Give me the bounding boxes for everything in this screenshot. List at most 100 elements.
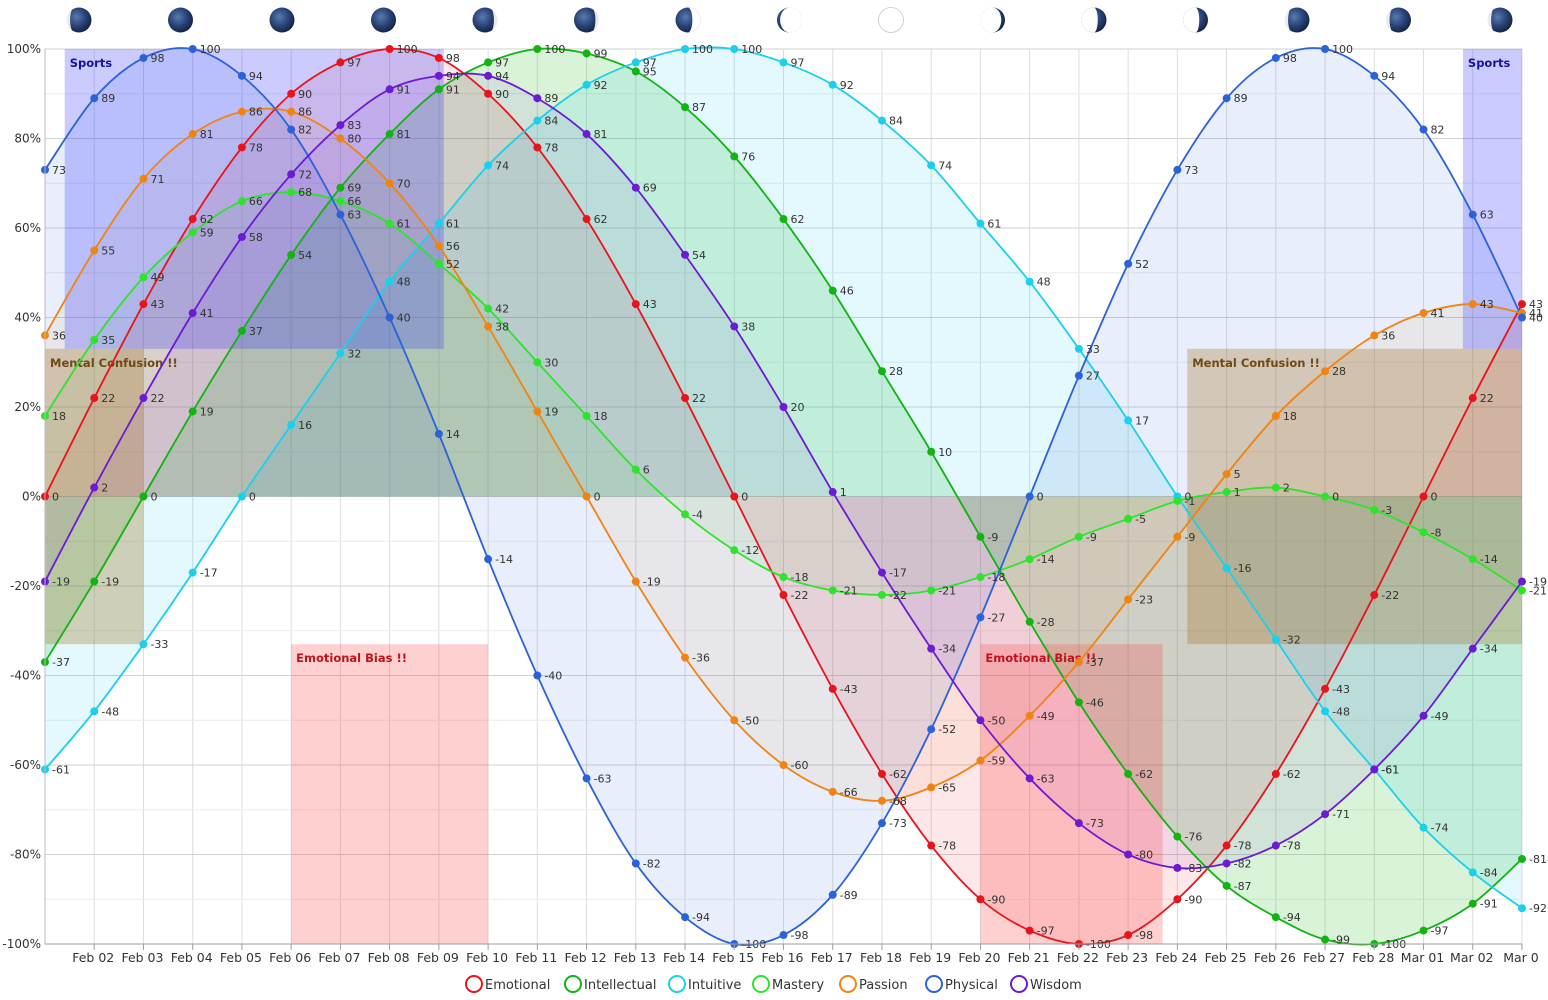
y-tick-label: 40% — [14, 311, 41, 325]
value-label: -33 — [150, 638, 168, 651]
x-tick-label: Feb 22 — [1057, 950, 1099, 965]
point-emotional — [1419, 492, 1428, 501]
value-label: 46 — [840, 285, 854, 298]
value-label: 97 — [643, 56, 657, 69]
legend-item-physical[interactable]: Physical — [925, 975, 998, 993]
zone-label: Emotional Bias !! — [985, 651, 1096, 665]
legend-item-mastery[interactable]: Mastery — [752, 975, 824, 993]
fill-intuitive — [45, 47, 1522, 909]
point-mastery — [1025, 555, 1034, 564]
value-label: 54 — [692, 249, 706, 262]
point-intellectual — [1074, 698, 1083, 707]
value-label: 82 — [298, 124, 312, 137]
point-intuitive — [1074, 344, 1083, 353]
value-label: -22 — [1381, 589, 1399, 602]
point-wisdom — [1419, 711, 1428, 720]
point-intuitive — [1468, 868, 1477, 877]
point-passion — [1173, 532, 1182, 541]
point-wisdom — [1271, 841, 1280, 850]
value-label: 32 — [347, 347, 361, 360]
point-intuitive — [681, 45, 690, 53]
value-label: 89 — [1234, 92, 1248, 105]
value-label: -37 — [52, 656, 70, 669]
point-emotional — [1468, 394, 1477, 403]
value-label: 22 — [150, 392, 164, 405]
moon-icon — [66, 7, 92, 33]
value-label: 22 — [692, 392, 706, 405]
value-label: -48 — [1332, 705, 1350, 718]
value-label: 90 — [495, 88, 509, 101]
point-passion — [828, 787, 837, 796]
point-wisdom — [582, 130, 591, 139]
value-label: -78 — [1283, 840, 1301, 853]
legend-item-intuitive[interactable]: Intuitive — [668, 975, 741, 993]
value-label: 22 — [1480, 392, 1494, 405]
moon-icon — [777, 7, 803, 33]
moon-disk — [472, 7, 498, 33]
legend-marker — [668, 975, 686, 993]
value-label: -34 — [1480, 643, 1498, 656]
point-wisdom — [631, 183, 640, 192]
y-tick-label: 20% — [14, 400, 41, 414]
x-tick-label: Feb 04 — [171, 950, 213, 965]
value-label: -3 — [1381, 504, 1392, 517]
value-label: 82 — [1431, 124, 1445, 137]
point-intellectual — [139, 492, 148, 501]
point-intellectual — [237, 326, 246, 335]
point-wisdom — [434, 71, 443, 80]
point-intuitive — [385, 277, 394, 286]
moon-disk — [574, 7, 599, 33]
point-wisdom — [976, 716, 985, 725]
value-label: -82 — [643, 857, 661, 870]
point-wisdom — [1074, 819, 1083, 828]
fill-emotional — [45, 48, 1522, 945]
value-label: 43 — [1480, 298, 1494, 311]
point-emotional — [582, 215, 591, 224]
value-label: -18 — [791, 571, 809, 584]
point-intuitive — [582, 80, 591, 89]
x-tick-label: Feb 08 — [368, 950, 410, 965]
moon-shadow — [1284, 9, 1291, 31]
point-emotional — [1321, 684, 1330, 693]
moon-shadow — [491, 9, 498, 31]
point-physical — [434, 429, 443, 438]
point-emotional — [385, 45, 394, 53]
value-label: 98 — [446, 52, 460, 65]
x-tick-label: Feb 10 — [466, 950, 508, 965]
point-emotional — [139, 300, 148, 309]
point-mastery — [1518, 586, 1526, 595]
moon-icon — [1284, 7, 1310, 33]
legend-item-intellectual[interactable]: Intellectual — [564, 975, 656, 993]
point-wisdom — [927, 644, 936, 653]
value-label: 69 — [347, 182, 361, 195]
x-tick-label: Feb 14 — [663, 950, 705, 965]
value-label: 0 — [741, 491, 748, 504]
value-label: -87 — [1234, 880, 1252, 893]
point-mastery — [779, 573, 788, 582]
point-passion — [1074, 658, 1083, 667]
x-tick-label: Feb 11 — [515, 950, 557, 965]
value-label: 74 — [495, 159, 509, 172]
legend-label: Emotional — [485, 978, 550, 993]
point-physical — [631, 859, 640, 868]
x-tick-label: Feb 02 — [72, 950, 114, 965]
value-label: -17 — [200, 567, 218, 580]
point-physical — [681, 913, 690, 922]
value-label: -74 — [1431, 822, 1449, 835]
point-physical — [1222, 94, 1231, 103]
value-label: -40 — [544, 670, 562, 683]
value-label: -37 — [1086, 656, 1104, 669]
legend[interactable]: Emotional Intellectual Intuitive Mastery Pas… — [465, 975, 1082, 993]
point-passion — [1419, 309, 1428, 318]
point-passion — [1025, 711, 1034, 720]
legend-marker — [752, 975, 770, 993]
value-label: 66 — [347, 195, 361, 208]
legend-item-emotional[interactable]: Emotional — [465, 975, 550, 993]
value-label: -90 — [987, 893, 1005, 906]
value-label: 0 — [1037, 491, 1044, 504]
legend-item-wisdom[interactable]: Wisdom — [1010, 975, 1082, 993]
value-labels: 02243627890971009890786243220-22-43-62-7… — [52, 43, 1547, 951]
legend-item-passion[interactable]: Passion — [839, 975, 908, 993]
value-label: 61 — [397, 218, 411, 231]
value-label: 62 — [791, 213, 805, 226]
